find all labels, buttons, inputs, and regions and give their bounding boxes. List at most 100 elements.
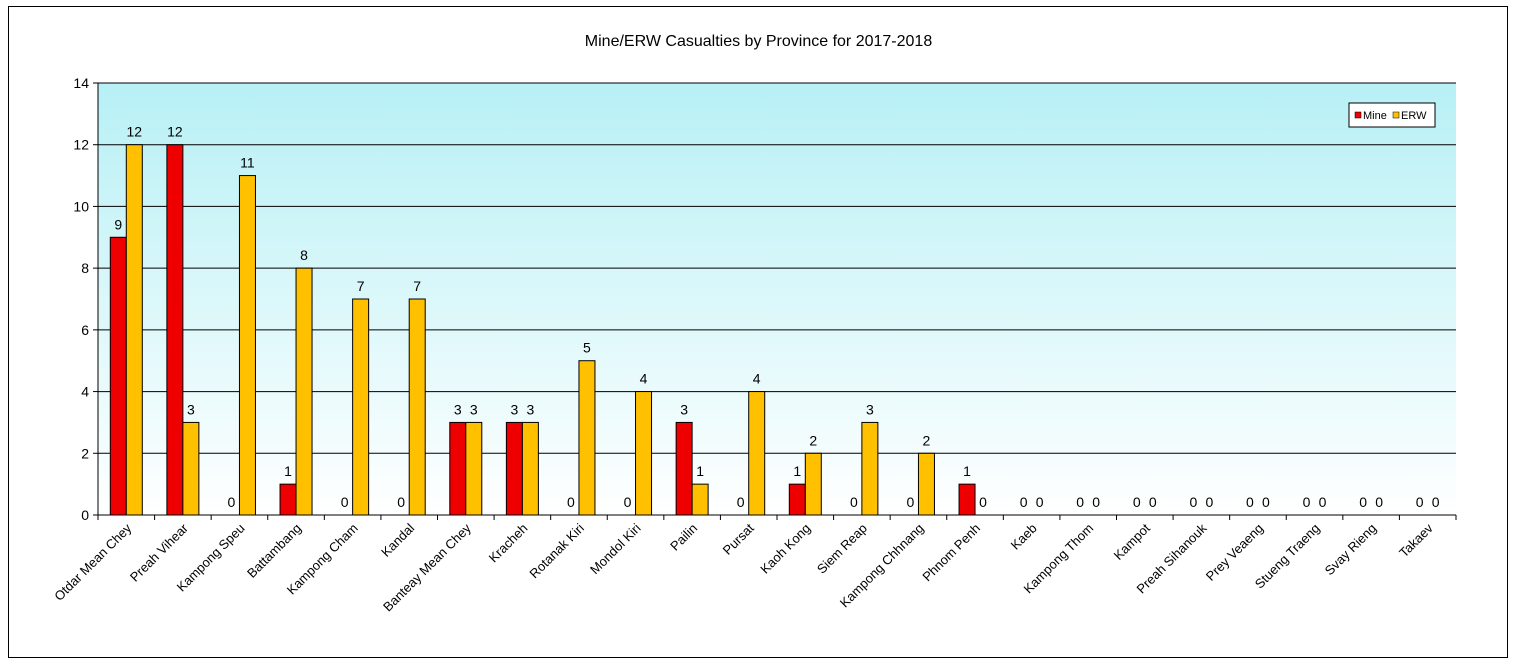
y-tick-label: 6 [81,322,89,338]
bar-erw [352,298,370,516]
data-label-mine: 0 [737,494,745,510]
bar-erw [465,421,483,516]
data-label-mine: 0 [1303,494,1311,510]
data-label-mine: 3 [510,401,518,417]
y-tick-label: 10 [73,198,89,214]
data-label-mine: 1 [284,463,292,479]
data-label-erw: 8 [300,247,308,263]
data-label-mine: 1 [963,463,971,479]
data-label-mine: 0 [567,494,575,510]
data-label-erw: 4 [640,371,648,387]
data-label-mine: 0 [397,494,405,510]
bar-erw [917,452,935,516]
bar-erw [295,267,313,516]
category-label: Mondol Kiri [587,520,644,577]
data-label-mine: 0 [907,494,915,510]
chart-title: Mine/ERW Casualties by Province for 2017… [584,33,933,50]
data-label-mine: 0 [1020,494,1028,510]
data-label-erw: 1 [696,463,704,479]
bar-erw [861,421,879,516]
category-label: Otdar Mean Chey [51,520,135,604]
legend-swatch-mine [1354,111,1362,119]
y-tick-label: 0 [81,507,89,523]
data-label-erw: 0 [1375,494,1383,510]
data-label-mine: 0 [228,494,236,510]
data-label-erw: 7 [413,278,421,294]
data-label-erw: 0 [979,494,987,510]
bar-mine [279,483,297,516]
category-label: Takaev [1396,520,1436,560]
data-label-erw: 0 [1319,494,1327,510]
data-label-erw: 2 [923,432,931,448]
data-label-mine: 0 [1246,494,1254,510]
y-tick-label: 14 [73,75,89,91]
data-label-mine: 0 [1359,494,1367,510]
bar-mine [788,483,806,516]
y-tick-label: 4 [81,384,89,400]
category-label: Kandal [378,520,417,559]
category-label: Pailin [667,521,700,554]
data-label-erw: 3 [187,401,195,417]
data-label-mine: 9 [114,216,122,232]
category-label: Battambang [244,521,304,581]
bar-mine [109,236,127,516]
data-label-erw: 0 [1205,494,1213,510]
data-label-erw: 0 [1149,494,1157,510]
bar-erw [182,421,200,516]
data-label-mine: 3 [680,401,688,417]
data-label-erw: 3 [866,401,874,417]
data-label-erw: 12 [127,124,143,140]
category-label: Svay Rieng [1322,521,1380,579]
data-label-erw: 3 [526,401,534,417]
data-label-mine: 12 [167,124,183,140]
data-label-mine: 0 [1076,494,1084,510]
bar-erw [635,391,653,516]
data-label-erw: 0 [1036,494,1044,510]
plot-area [98,83,1456,515]
data-label-mine: 0 [1416,494,1424,510]
legend-label-erw: ERW [1401,110,1427,122]
category-label: Pursat [720,520,757,557]
category-label: Phnom Penh [919,521,983,585]
category-label: Prey Veaeng [1203,521,1266,584]
data-label-erw: 0 [1092,494,1100,510]
bar-erw [804,452,822,516]
data-label-mine: 0 [1133,494,1141,510]
bar-mine [675,421,693,516]
data-label-mine: 1 [793,463,801,479]
legend-label-mine: Mine [1363,110,1387,122]
category-label: Kaoh Kong [757,521,813,577]
bar-erw [125,144,143,516]
legend-box [1348,102,1436,128]
data-label-mine: 0 [850,494,858,510]
legend-swatch-erw [1392,111,1400,119]
bar-erw [521,421,539,516]
category-label: Rotanak Kiri [526,520,587,581]
data-label-erw: 3 [470,401,478,417]
bar-erw [238,175,256,516]
data-label-mine: 0 [624,494,632,510]
data-label-erw: 7 [357,278,365,294]
bar-erw [408,298,426,516]
data-label-erw: 0 [1432,494,1440,510]
category-label: Siem Reap [814,521,870,577]
category-label: Kaeb [1008,521,1040,553]
data-label-mine: 0 [341,494,349,510]
y-tick-label: 8 [81,260,89,276]
y-tick-label: 2 [81,445,89,461]
data-label-mine: 0 [1189,494,1197,510]
bar-erw [748,391,766,516]
data-label-erw: 4 [753,371,761,387]
data-label-erw: 0 [1262,494,1270,510]
data-label-erw: 5 [583,340,591,356]
category-label: Kampot [1111,520,1154,563]
data-label-mine: 3 [454,401,462,417]
y-tick-label: 12 [73,137,89,153]
bar-mine [958,483,976,516]
bar-mine [449,421,467,516]
bar-erw [691,483,709,516]
category-label: Kracheh [486,521,531,566]
data-label-erw: 2 [809,432,817,448]
bar-erw [578,360,596,516]
